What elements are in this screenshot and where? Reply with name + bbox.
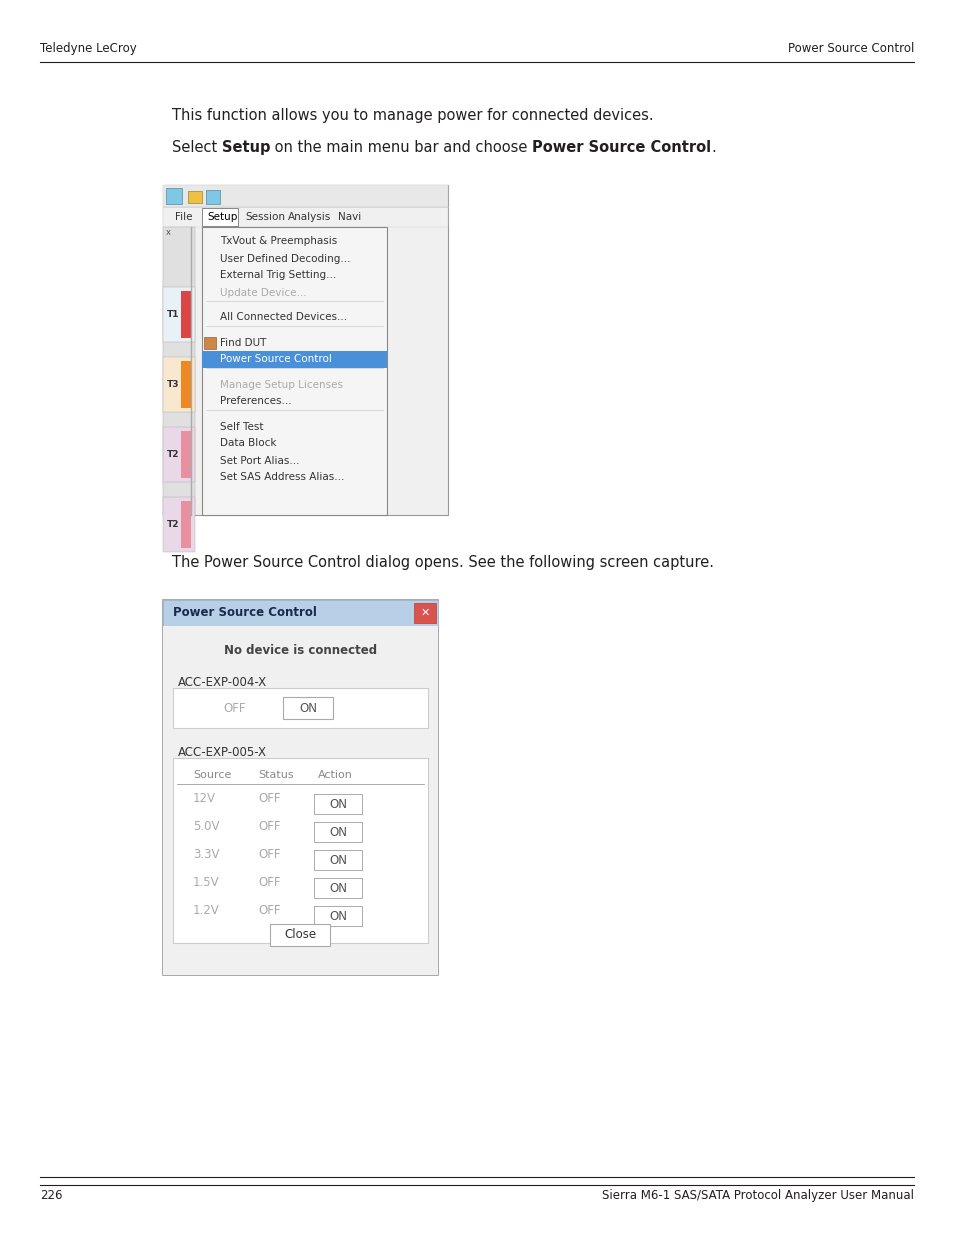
FancyBboxPatch shape <box>163 357 194 412</box>
Text: OFF: OFF <box>257 848 280 861</box>
Text: OFF: OFF <box>257 904 280 918</box>
Text: T3: T3 <box>167 380 179 389</box>
Text: Set SAS Address Alias...: Set SAS Address Alias... <box>220 473 344 483</box>
Text: Power Source Control: Power Source Control <box>220 354 332 364</box>
Text: ACC-EXP-004-X: ACC-EXP-004-X <box>178 676 267 689</box>
Text: Analysis: Analysis <box>288 212 331 222</box>
Text: Preferences...: Preferences... <box>220 396 292 406</box>
FancyBboxPatch shape <box>188 191 202 203</box>
Text: Find DUT: Find DUT <box>220 337 266 347</box>
FancyBboxPatch shape <box>181 291 191 338</box>
Text: TxVout & Preemphasis: TxVout & Preemphasis <box>220 236 337 247</box>
Text: Teledyne LeCroy: Teledyne LeCroy <box>40 42 136 56</box>
Text: Select: Select <box>172 140 222 156</box>
Text: Source: Source <box>193 769 232 781</box>
FancyBboxPatch shape <box>181 431 191 478</box>
FancyBboxPatch shape <box>314 878 361 898</box>
Text: 5.0V: 5.0V <box>193 820 219 832</box>
Text: ACC-EXP-005-X: ACC-EXP-005-X <box>178 746 267 760</box>
Text: Power Source Control: Power Source Control <box>172 606 316 620</box>
FancyBboxPatch shape <box>166 188 182 204</box>
Text: User Defined Decoding...: User Defined Decoding... <box>220 253 350 263</box>
Text: This function allows you to manage power for connected devices.: This function allows you to manage power… <box>172 107 653 124</box>
Text: Setup: Setup <box>222 140 270 156</box>
Text: Close: Close <box>284 929 316 941</box>
Text: OFF: OFF <box>257 792 280 805</box>
Text: All Connected Devices...: All Connected Devices... <box>220 312 347 322</box>
FancyBboxPatch shape <box>181 501 191 548</box>
FancyBboxPatch shape <box>172 758 428 944</box>
Text: on the main menu bar and choose: on the main menu bar and choose <box>270 140 532 156</box>
Text: ✕: ✕ <box>420 608 429 618</box>
Text: The Power Source Control dialog opens. See the following screen capture.: The Power Source Control dialog opens. S… <box>172 555 713 571</box>
FancyBboxPatch shape <box>314 823 361 842</box>
Text: 226: 226 <box>40 1189 63 1202</box>
Text: Session: Session <box>245 212 285 222</box>
Text: x: x <box>166 228 171 237</box>
Text: 12V: 12V <box>193 792 215 805</box>
Text: Action: Action <box>317 769 353 781</box>
Text: OFF: OFF <box>223 701 245 715</box>
FancyBboxPatch shape <box>163 626 437 974</box>
FancyBboxPatch shape <box>172 688 428 727</box>
Text: ON: ON <box>329 882 347 894</box>
Text: 1.2V: 1.2V <box>193 904 219 918</box>
FancyBboxPatch shape <box>202 227 387 515</box>
Text: No device is connected: No device is connected <box>224 643 376 657</box>
FancyBboxPatch shape <box>163 427 194 482</box>
FancyBboxPatch shape <box>206 190 220 204</box>
FancyBboxPatch shape <box>202 207 237 226</box>
FancyBboxPatch shape <box>202 351 387 368</box>
Text: ON: ON <box>329 798 347 810</box>
FancyBboxPatch shape <box>163 227 194 515</box>
Text: External Trig Setting...: External Trig Setting... <box>220 270 335 280</box>
FancyBboxPatch shape <box>163 287 194 342</box>
Text: Sierra M6-1 SAS/SATA Protocol Analyzer User Manual: Sierra M6-1 SAS/SATA Protocol Analyzer U… <box>601 1189 913 1202</box>
Text: Set Port Alias...: Set Port Alias... <box>220 456 299 466</box>
Text: Self Test: Self Test <box>220 421 263 431</box>
Text: File: File <box>174 212 193 222</box>
Text: Manage Setup Licenses: Manage Setup Licenses <box>220 379 343 389</box>
FancyBboxPatch shape <box>314 794 361 814</box>
FancyBboxPatch shape <box>314 906 361 926</box>
Text: T2: T2 <box>167 450 179 459</box>
FancyBboxPatch shape <box>271 924 330 946</box>
FancyBboxPatch shape <box>163 185 448 515</box>
Text: Power Source Control: Power Source Control <box>532 140 711 156</box>
Text: ON: ON <box>329 909 347 923</box>
Text: Status: Status <box>257 769 294 781</box>
Text: Power Source Control: Power Source Control <box>787 42 913 56</box>
FancyBboxPatch shape <box>163 496 194 552</box>
Text: 1.5V: 1.5V <box>193 876 219 889</box>
Text: ON: ON <box>298 701 316 715</box>
Text: Navi: Navi <box>337 212 361 222</box>
Text: Setup: Setup <box>207 212 237 222</box>
FancyBboxPatch shape <box>163 600 437 626</box>
FancyBboxPatch shape <box>283 697 333 719</box>
FancyBboxPatch shape <box>163 185 448 207</box>
Text: Update Device...: Update Device... <box>220 288 306 298</box>
FancyBboxPatch shape <box>163 600 437 974</box>
Text: .: . <box>711 140 716 156</box>
Text: T1: T1 <box>167 310 179 319</box>
FancyBboxPatch shape <box>204 337 215 350</box>
Text: OFF: OFF <box>257 876 280 889</box>
FancyBboxPatch shape <box>414 603 436 622</box>
FancyBboxPatch shape <box>181 361 191 408</box>
Text: ON: ON <box>329 853 347 867</box>
Text: 3.3V: 3.3V <box>193 848 219 861</box>
Text: OFF: OFF <box>257 820 280 832</box>
FancyBboxPatch shape <box>314 850 361 869</box>
Text: Data Block: Data Block <box>220 438 276 448</box>
Text: ON: ON <box>329 825 347 839</box>
Text: T2: T2 <box>167 520 179 529</box>
FancyBboxPatch shape <box>163 207 448 227</box>
